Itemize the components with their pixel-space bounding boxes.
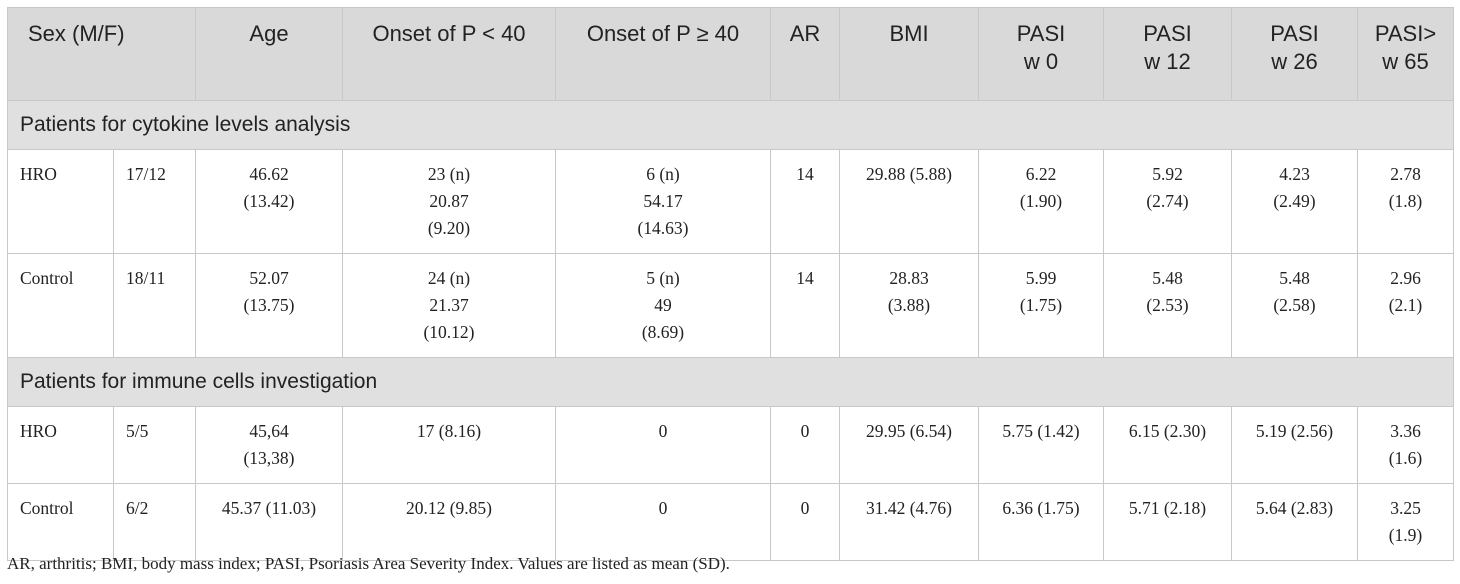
table-cell: 3.25 (1.9) (1357, 483, 1454, 561)
section-title: Patients for immune cells investigation (7, 357, 1454, 407)
table-cell: 14 (770, 253, 840, 358)
header-cell: PASI w 0 (978, 7, 1104, 101)
table-cell: 23 (n) 20.87 (9.20) (342, 149, 556, 254)
table-cell: 2.96 (2.1) (1357, 253, 1454, 358)
table-cell: 17/12 (113, 149, 196, 254)
table-cell: 45,64 (13,38) (195, 406, 343, 484)
table-cell: 17 (8.16) (342, 406, 556, 484)
table-cell: 28.83 (3.88) (839, 253, 979, 358)
table-cell: Control (7, 253, 114, 358)
header-cell: PASI> w 65 (1357, 7, 1454, 101)
table-cell: 5.71 (2.18) (1103, 483, 1232, 561)
section-row: Patients for cytokine levels analysis (7, 100, 1454, 150)
table-cell: 46.62 (13.42) (195, 149, 343, 254)
section-row: Patients for immune cells investigation (7, 357, 1454, 407)
table-cell: 45.37 (11.03) (195, 483, 343, 561)
table-cell: 29.95 (6.54) (839, 406, 979, 484)
data-table-container: Sex (M/F) Age Onset of P < 40 Onset of P… (7, 7, 1454, 561)
table-footnote: AR, arthritis; BMI, body mass index; PAS… (7, 554, 730, 573)
table-cell: 0 (555, 483, 771, 561)
table-cell: 5.48 (2.53) (1103, 253, 1232, 358)
table-cell: 6/2 (113, 483, 196, 561)
header-cell: Sex (M/F) (7, 7, 196, 101)
table-cell: 3.36 (1.6) (1357, 406, 1454, 484)
header-cell: PASI w 26 (1231, 7, 1358, 101)
table-cell: 18/11 (113, 253, 196, 358)
table-cell: 14 (770, 149, 840, 254)
table-row: HRO 17/12 46.62 (13.42) 23 (n) 20.87 (9.… (7, 149, 1454, 254)
header-row: Sex (M/F) Age Onset of P < 40 Onset of P… (7, 7, 1454, 101)
header-cell: AR (770, 7, 840, 101)
data-table: Sex (M/F) Age Onset of P < 40 Onset of P… (7, 7, 1454, 561)
table-cell: 5 (n) 49 (8.69) (555, 253, 771, 358)
header-cell: Onset of P ≥ 40 (555, 7, 771, 101)
section-title: Patients for cytokine levels analysis (7, 100, 1454, 150)
header-cell: Onset of P < 40 (342, 7, 556, 101)
table-cell: 5.64 (2.83) (1231, 483, 1358, 561)
table-cell: 52.07 (13.75) (195, 253, 343, 358)
table-cell: 6.15 (2.30) (1103, 406, 1232, 484)
table-cell: 6.22 (1.90) (978, 149, 1104, 254)
table-row: Control 6/2 45.37 (11.03) 20.12 (9.85) 0… (7, 483, 1454, 561)
table-cell: 0 (555, 406, 771, 484)
table-cell: 2.78 (1.8) (1357, 149, 1454, 254)
table-cell: 20.12 (9.85) (342, 483, 556, 561)
header-cell: BMI (839, 7, 979, 101)
table-cell: 5.48 (2.58) (1231, 253, 1358, 358)
table-cell: 0 (770, 406, 840, 484)
table-cell: 5.75 (1.42) (978, 406, 1104, 484)
table-cell: HRO (7, 406, 114, 484)
table-cell: 5.19 (2.56) (1231, 406, 1358, 484)
table-cell: 5.99 (1.75) (978, 253, 1104, 358)
table-cell: 6 (n) 54.17 (14.63) (555, 149, 771, 254)
table-cell: 6.36 (1.75) (978, 483, 1104, 561)
header-cell: PASI w 12 (1103, 7, 1232, 101)
table-cell: 29.88 (5.88) (839, 149, 979, 254)
table-row: Control 18/11 52.07 (13.75) 24 (n) 21.37… (7, 253, 1454, 358)
table-cell: 5.92 (2.74) (1103, 149, 1232, 254)
table-row: HRO 5/5 45,64 (13,38) 17 (8.16) 0 0 29.9… (7, 406, 1454, 484)
table-cell: 31.42 (4.76) (839, 483, 979, 561)
header-cell: Age (195, 7, 343, 101)
table-cell: HRO (7, 149, 114, 254)
table-cell: 4.23 (2.49) (1231, 149, 1358, 254)
table-cell: 5/5 (113, 406, 196, 484)
table-cell: Control (7, 483, 114, 561)
table-cell: 24 (n) 21.37 (10.12) (342, 253, 556, 358)
table-cell: 0 (770, 483, 840, 561)
